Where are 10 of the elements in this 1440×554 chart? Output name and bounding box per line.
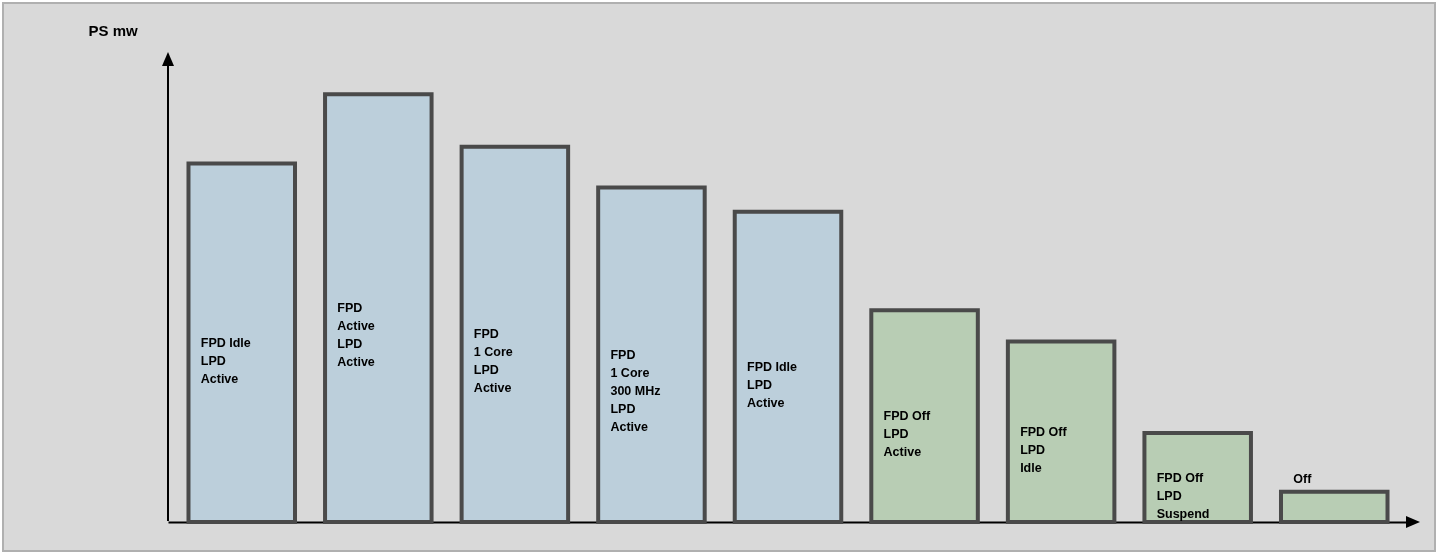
x-tick-label: FPD Off LPD Active [883, 409, 931, 460]
x-tick-label: FPD Idle LPD Active [747, 359, 798, 410]
y-axis-title: PS mw [88, 21, 139, 39]
x-tick-label: FPD 1 Core LPD Active [473, 327, 513, 396]
x-tick-label: FPD Active LPD Active [337, 301, 375, 370]
x-tick-label: FPD Off LPD Idle [1020, 424, 1068, 475]
x-tick-label: FPD Idle LPD Active [200, 335, 251, 386]
x-tick-label: FPD 1 Core 300 MHz LPD Active [610, 347, 661, 434]
x-tick-label: FPD Off LPD Suspend [1156, 470, 1210, 521]
x-tick-label: Off [1293, 471, 1313, 486]
